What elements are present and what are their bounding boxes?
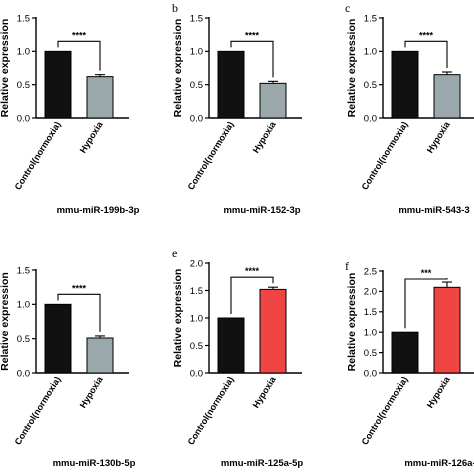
chart-panel-1: 0.0 0.5 1.0 1.5 Relative expressionControl(n… (0, 13, 140, 216)
chart-title: mmu-miR-543-3 (398, 205, 469, 216)
panel-letter: b (172, 1, 178, 15)
bar-control (217, 50, 245, 119)
y-tick-label: 1.0 (190, 47, 203, 58)
significance-label: **** (72, 283, 87, 293)
y-tick-label: 0.0 (190, 113, 203, 124)
bar-hypoxia (433, 286, 461, 374)
chart-panel-6: f 0.0 0.5 1.0 1.5 2.0 2.5 Relative expressionCo… (345, 259, 474, 469)
chart-panel-2: b 0.0 0.5 1.0 1.5 Relative expressionControl(… (172, 1, 302, 216)
bar-control (217, 317, 245, 374)
significance-bracket (57, 40, 101, 71)
bar-control (391, 50, 419, 119)
chart-panel-3: c 0.0 0.5 1.0 1.5 Relative expressionControl(… (345, 1, 474, 216)
significance-bracket (404, 40, 448, 68)
y-tick-label: 0.5 (364, 80, 377, 91)
y-tick-label: 1.0 (364, 328, 377, 339)
significance-bracket (230, 276, 274, 314)
category-label: Hypoxia (78, 119, 106, 155)
y-tick-label: 1.5 (17, 13, 30, 24)
y-tick-label: 1.0 (190, 313, 203, 324)
y-tick-label: 0.5 (364, 348, 377, 359)
category-label: Hypoxia (251, 119, 279, 155)
y-axis-label: Relative expression (172, 269, 184, 368)
significance-bracket (230, 40, 274, 78)
y-tick-label: 0.5 (17, 80, 30, 91)
chart-panel-4: 0.0 0.5 1.0 1.5 Relative expressionControl(n… (0, 265, 136, 469)
y-tick-label: 2.0 (190, 258, 203, 269)
y-tick-label: 1.0 (17, 300, 30, 311)
y-tick-label: 1.5 (364, 307, 377, 318)
y-axis-label: Relative expression (346, 19, 358, 118)
y-tick-label: 1.5 (190, 13, 203, 24)
category-label: Control(normoxia) (186, 375, 236, 447)
y-tick-label: 0.0 (190, 368, 203, 379)
significance-label: **** (245, 266, 260, 276)
bar-control (391, 331, 419, 374)
bar-control (44, 303, 72, 374)
y-axis-label: Relative expression (172, 19, 184, 118)
y-axis-label: Relative expression (0, 19, 11, 118)
significance-bracket (404, 278, 448, 329)
category-label: Hypoxia (425, 374, 453, 410)
bar-hypoxia (259, 82, 287, 119)
y-tick-label: 1.0 (17, 47, 30, 58)
y-tick-label: 0.0 (17, 113, 30, 124)
y-tick-label: 2.0 (364, 287, 377, 298)
y-tick-label: 1.5 (190, 286, 203, 297)
y-tick-label: 1.5 (364, 13, 377, 24)
y-tick-label: 0.0 (17, 368, 30, 379)
category-label: Control(normoxia) (360, 375, 410, 447)
chart-title: mmu-miR-125a-5p (221, 458, 304, 469)
bar-hypoxia (86, 337, 114, 374)
y-axis-label: Relative expression (346, 273, 358, 372)
y-tick-label: 0.5 (190, 341, 203, 352)
chart-title: mmu-miR-152-3p (223, 205, 300, 216)
category-label: Control(normoxia) (13, 120, 63, 192)
significance-bracket (57, 293, 101, 332)
y-tick-label: 0.5 (190, 80, 203, 91)
panel-letter: f (345, 259, 349, 273)
chart-title: mmu-miR-130b-5p (53, 458, 136, 469)
chart-title: mmu-miR-199b-3p (57, 205, 140, 216)
bar-hypoxia (433, 74, 461, 119)
category-label: Hypoxia (425, 119, 453, 155)
significance-label: **** (72, 30, 87, 40)
y-tick-label: 2.5 (364, 266, 377, 277)
category-label: Control(normoxia) (360, 120, 410, 192)
panel-letter: e (172, 246, 177, 260)
y-tick-label: 1.5 (17, 265, 30, 276)
y-tick-label: 1.0 (364, 47, 377, 58)
y-tick-label: 0.0 (364, 368, 377, 379)
category-label: Hypoxia (78, 374, 106, 410)
y-tick-label: 0.0 (364, 113, 377, 124)
chart-panel-5: e 0.0 0.5 1.0 1.5 2.0 Relative expressionContr… (172, 246, 303, 469)
category-label: Control(normoxia) (13, 375, 63, 447)
significance-label: **** (245, 30, 260, 40)
category-label: Control(normoxia) (186, 120, 236, 192)
chart-title: mmu-miR-126a- (404, 458, 474, 469)
bar-hypoxia (86, 76, 114, 119)
y-axis-label: Relative expression (0, 272, 11, 371)
significance-label: **** (419, 30, 434, 40)
category-label: Hypoxia (251, 374, 279, 410)
bar-control (44, 50, 72, 119)
bar-hypoxia (259, 288, 287, 374)
y-tick-label: 0.5 (17, 334, 30, 345)
significance-label: *** (421, 268, 432, 278)
panel-letter: c (345, 1, 350, 15)
